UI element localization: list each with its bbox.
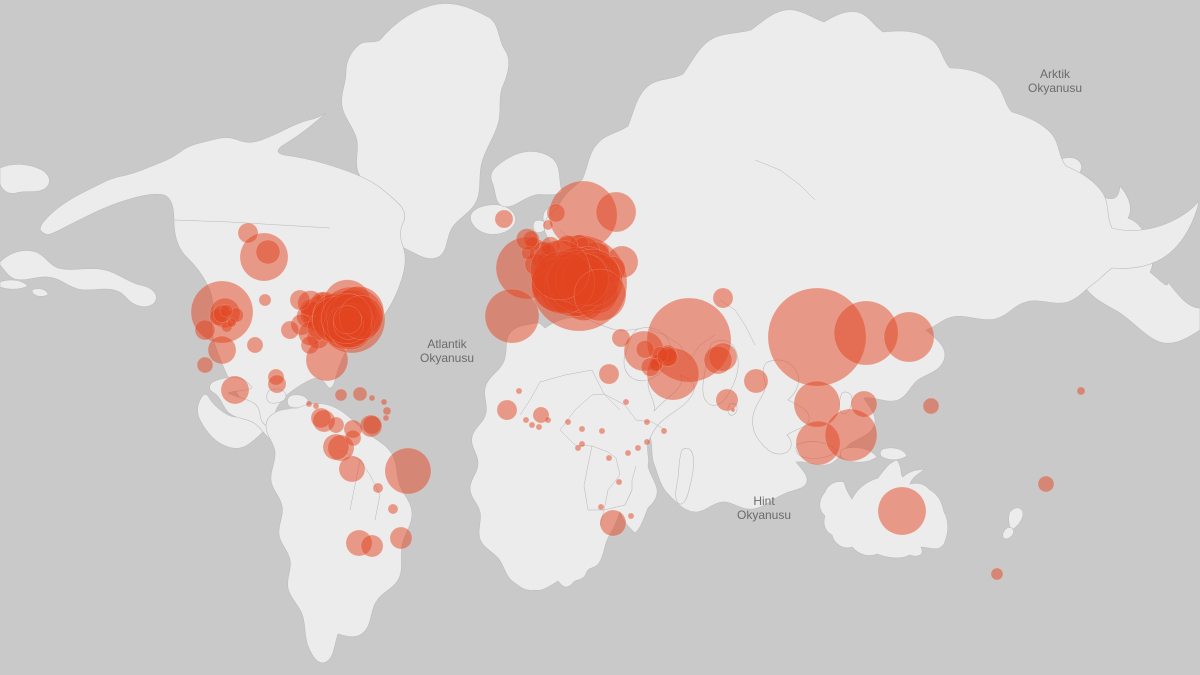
svg-text:Okyanusu: Okyanusu [420, 351, 474, 365]
svg-text:Okyanusu: Okyanusu [737, 508, 791, 522]
svg-text:Okyanusu: Okyanusu [1028, 81, 1082, 95]
svg-text:Arktik: Arktik [1040, 67, 1071, 81]
svg-text:Hint: Hint [753, 494, 775, 508]
svg-text:Atlantik: Atlantik [427, 337, 467, 351]
